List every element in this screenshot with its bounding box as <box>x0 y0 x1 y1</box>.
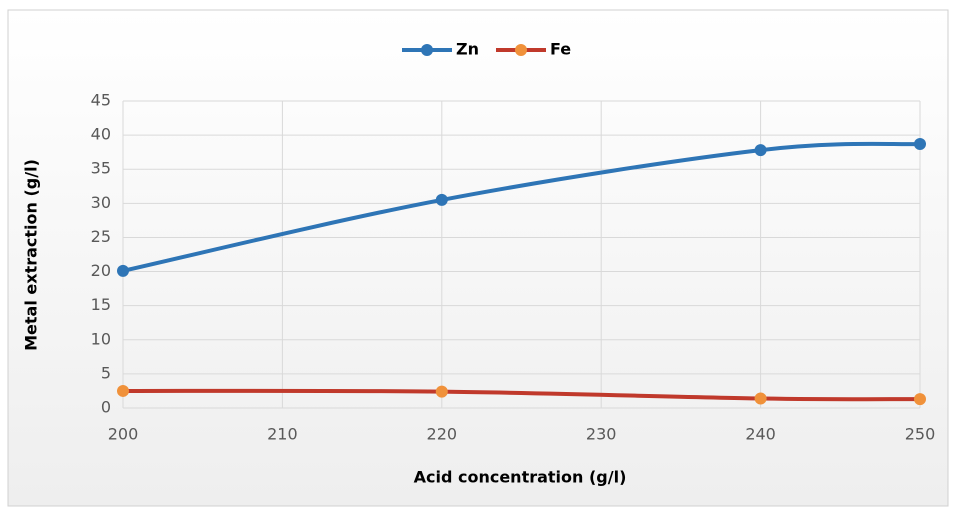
chart-frame <box>7 9 949 507</box>
series-line <box>122 141 921 273</box>
x-tick-label: 240 <box>745 425 776 444</box>
legend-label: Zn <box>456 40 479 59</box>
y-tick-label: 25 <box>91 227 111 246</box>
x-tick-label: 210 <box>267 425 298 444</box>
data-point <box>117 264 129 277</box>
y-tick-label: 5 <box>101 363 111 382</box>
x-tick-label: 200 <box>108 425 139 444</box>
y-tick-label: 45 <box>91 91 111 110</box>
data-point <box>435 385 448 398</box>
x-axis-label: Acid concentration (g/l) <box>414 468 627 487</box>
y-tick-label: 40 <box>91 125 111 144</box>
series-line <box>122 388 921 402</box>
y-tick-label: 15 <box>91 295 111 314</box>
y-tick-label: 30 <box>91 193 111 212</box>
y-tick-label: 0 <box>101 398 111 417</box>
data-point <box>914 393 926 406</box>
data-point <box>754 392 767 405</box>
data-point <box>117 384 129 397</box>
data-point <box>435 193 448 206</box>
data-point <box>754 144 767 157</box>
x-tick-label: 250 <box>905 425 936 444</box>
x-tick-label: 220 <box>427 425 458 444</box>
legend-marker <box>421 44 433 56</box>
y-tick-label: 10 <box>91 329 111 348</box>
legend-label: Fe <box>550 40 571 59</box>
x-tick-label: 230 <box>586 425 617 444</box>
data-point <box>914 137 926 150</box>
legend-marker <box>515 44 527 56</box>
y-tick-label: 20 <box>91 261 111 280</box>
y-tick-label: 35 <box>91 159 111 178</box>
y-axis-label: Metal extraction (g/l) <box>22 159 41 351</box>
